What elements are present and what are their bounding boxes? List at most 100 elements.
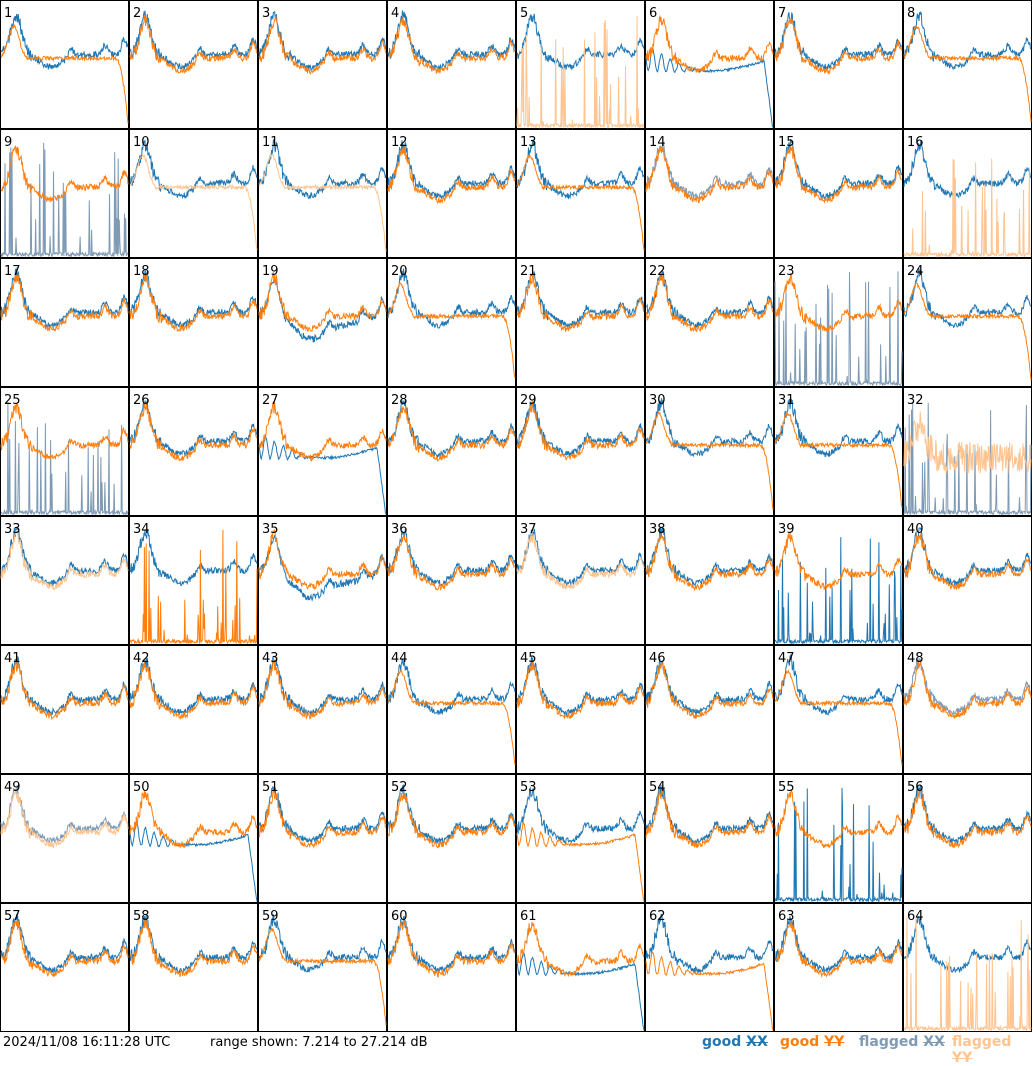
panel-18: 18 [129, 258, 258, 387]
panel-41: 41 [0, 645, 129, 774]
panel-frame [129, 903, 258, 1032]
series-yy [0, 529, 129, 591]
series-yy [645, 533, 774, 592]
series-yy [129, 14, 258, 75]
panel-frame [516, 645, 645, 774]
series-xx [516, 952, 645, 1031]
series-yy [645, 662, 774, 719]
panel-label: 24 [907, 264, 924, 279]
panel-52: 52 [387, 774, 516, 903]
panel-frame [258, 129, 387, 258]
panel-label: 18 [133, 264, 150, 279]
panel-7: 7 [774, 0, 903, 129]
panel-label: 41 [4, 651, 21, 666]
panel-39: 39 [774, 516, 903, 646]
series-yy [387, 919, 516, 978]
legend-good-yy-word: good [780, 1034, 820, 1050]
series-yy [903, 25, 1032, 122]
legend-good-yy-pol: YY [824, 1034, 845, 1050]
legend-good-xx-pol: XX [746, 1034, 768, 1050]
panel-label: 56 [907, 780, 924, 795]
panel-label: 34 [133, 522, 150, 537]
series-yy [516, 153, 645, 251]
panel-label: 39 [778, 522, 795, 537]
panel-label: 11 [262, 135, 279, 150]
panel-label: 37 [520, 522, 537, 537]
series-yy [645, 14, 774, 73]
legend-good-xx-word: good [702, 1034, 742, 1050]
series-yy [129, 529, 258, 645]
panel-label: 63 [778, 909, 795, 924]
panel-label: 20 [391, 264, 408, 279]
series-yy [387, 145, 516, 205]
panel-label: 61 [520, 909, 537, 924]
panel-43: 43 [258, 645, 387, 774]
series-xx [516, 13, 645, 71]
panel-12: 12 [387, 129, 516, 258]
series-xx [516, 271, 645, 330]
panel-60: 60 [387, 903, 516, 1032]
panel-1: 1 [0, 0, 129, 129]
panel-17: 17 [0, 258, 129, 387]
series-yy [258, 528, 387, 591]
panel-label: 46 [649, 651, 666, 666]
panel-frame [129, 258, 258, 387]
panel-label: 59 [262, 909, 279, 924]
panel-label: 2 [133, 6, 141, 21]
panel-label: 13 [520, 135, 537, 150]
series-yy [258, 659, 387, 721]
panel-label: 49 [4, 780, 21, 795]
series-yy [516, 272, 645, 332]
series-yy [387, 791, 516, 849]
panel-label: 57 [4, 909, 21, 924]
panel-36: 36 [387, 516, 516, 645]
panel-59: 59 [258, 903, 387, 1032]
panel-label: 32 [907, 393, 924, 408]
panel-label: 43 [262, 651, 279, 666]
panel-44: 44 [387, 645, 516, 774]
series-yy [774, 412, 903, 508]
timestamp: 2024/11/08 16:11:28 UTC [3, 1035, 171, 1050]
series-yy [774, 789, 903, 849]
panel-frame [387, 387, 516, 516]
panel-38: 38 [645, 516, 774, 645]
panel-55: 55 [774, 774, 903, 903]
panel-label: 47 [778, 651, 795, 666]
series-yy [516, 399, 645, 461]
series-yy [387, 533, 516, 592]
legend-flagged-yy: flagged YY [952, 1034, 1033, 1066]
series-yy [258, 153, 387, 252]
series-yy [0, 402, 129, 460]
series-yy [0, 24, 129, 124]
series-yy [387, 282, 516, 379]
panel-label: 19 [262, 264, 279, 279]
series-yy [258, 270, 387, 332]
panel-label: 36 [391, 522, 408, 537]
panel-frame [774, 645, 903, 774]
panel-label: 31 [778, 393, 795, 408]
series-xx [516, 528, 645, 587]
series-yy [774, 669, 903, 766]
panel-25: 25 [0, 387, 129, 516]
panel-frame [387, 903, 516, 1032]
panel-label: 52 [391, 780, 408, 795]
panel-10: 10 [129, 129, 258, 258]
series-yy [516, 531, 645, 590]
series-yy [129, 790, 258, 849]
panel-label: 50 [133, 780, 150, 795]
panel-63: 63 [774, 903, 903, 1032]
series-yy [0, 145, 129, 203]
panel-48: 48 [903, 645, 1032, 774]
series-xx [258, 434, 387, 515]
panel-23: 23 [774, 258, 903, 388]
panel-9: 9 [0, 129, 129, 259]
panel-64: 64 [903, 903, 1032, 1033]
panel-frame [258, 0, 387, 129]
series-xx [0, 525, 129, 587]
panel-label: 1 [4, 6, 12, 21]
panel-4: 4 [387, 0, 516, 129]
panel-34: 34 [129, 516, 258, 645]
panel-53: 53 [516, 774, 645, 903]
panel-frame [645, 387, 774, 516]
series-yy [0, 920, 129, 977]
